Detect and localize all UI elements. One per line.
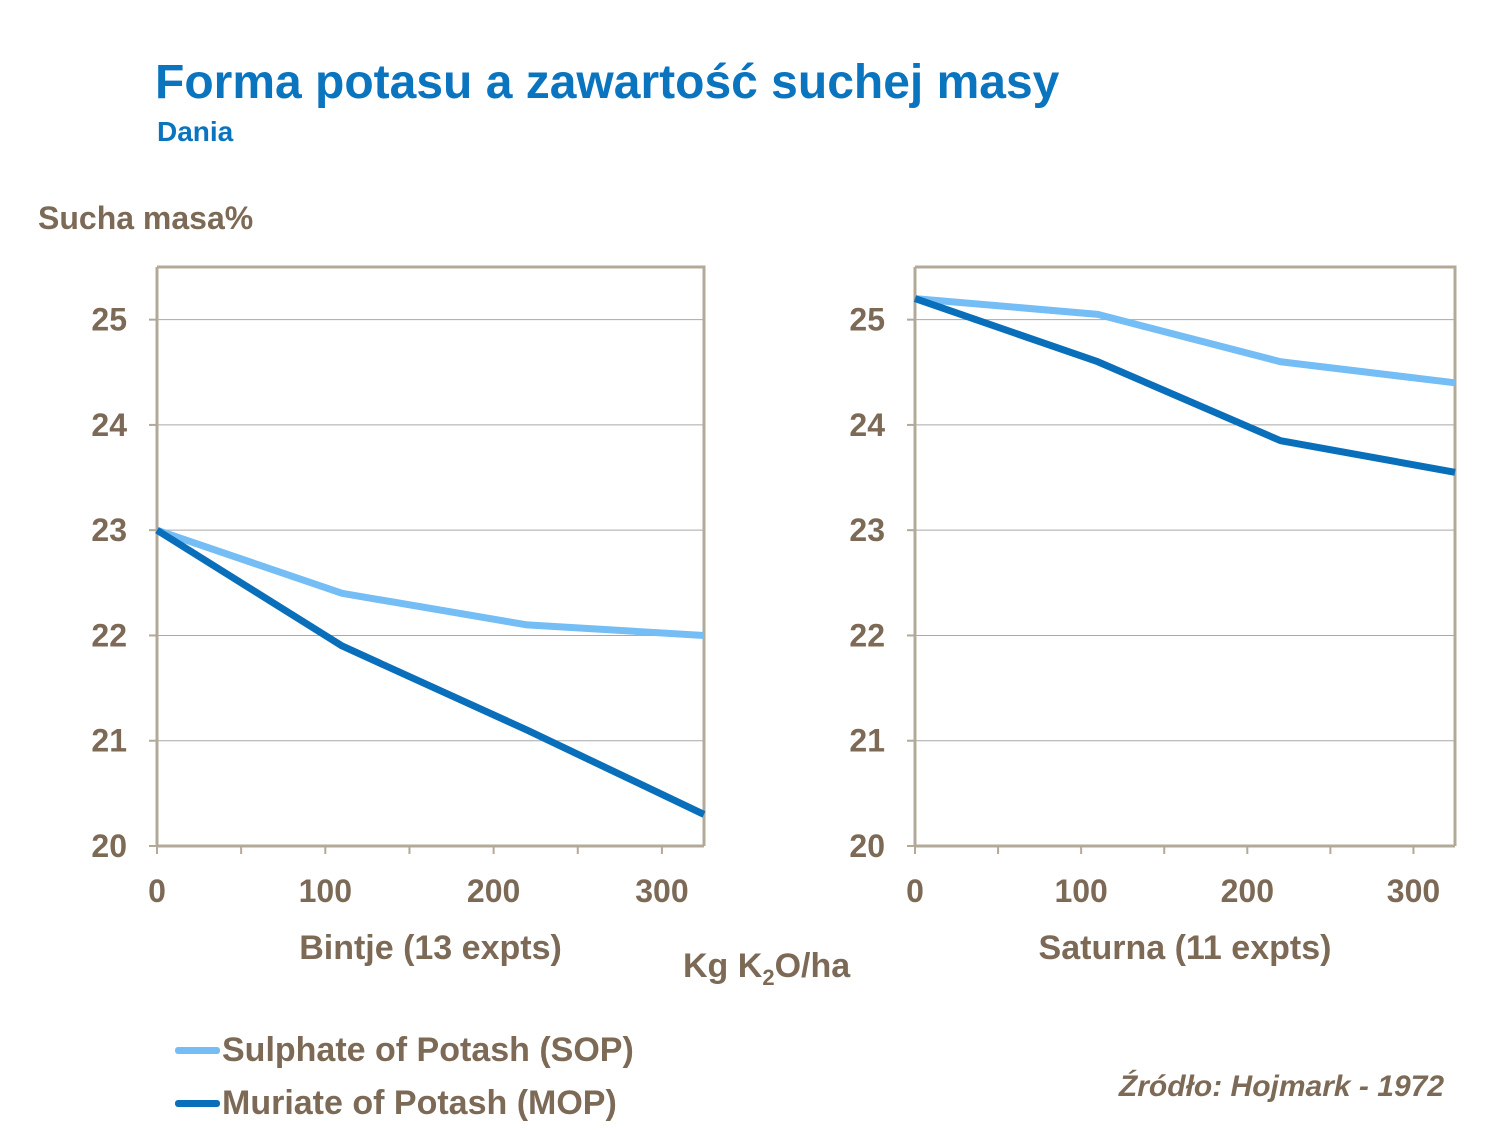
panel-2-x-tick-label: 100	[1054, 873, 1107, 909]
panel-2-y-tick-label: 23	[849, 512, 885, 548]
panel-1-x-tick-label: 200	[467, 873, 520, 909]
panel-1-x-tick-label: 300	[635, 873, 688, 909]
panel-1-x-tick-label: 100	[299, 873, 352, 909]
panel-2-y-tick-label: 20	[849, 828, 885, 864]
legend-item-sop: Sulphate of Potash (SOP)	[175, 1024, 634, 1077]
panel-2-line-sop	[914, 295, 1456, 387]
panel-1-x-tick-label: 0	[148, 873, 166, 909]
panel-1-y-tick-label: 24	[91, 407, 127, 443]
chart-subtitle: Dania	[157, 116, 234, 147]
legend-label-sop: Sulphate of Potash (SOP)	[222, 1031, 634, 1069]
panel-2-x-tick-label: 300	[1387, 873, 1440, 909]
x-axis-unit-prefix: Kg K	[683, 947, 763, 985]
source-note: Źródło: Hojmark - 1972	[1118, 1070, 1444, 1103]
panel-1-y-tick-label: 25	[91, 302, 127, 338]
panel-1-line-sop	[155, 526, 705, 639]
legend-item-mop: Muriate of Potash (MOP)	[175, 1077, 634, 1130]
panel-2-y-tick-label: 25	[849, 302, 885, 338]
panel-2-frame	[915, 265, 1457, 846]
panel-1-line-mop	[155, 527, 706, 818]
panel-2-title: Saturna (11 expts)	[1039, 929, 1332, 967]
x-axis-unit-subscript: 2	[762, 964, 775, 990]
panel-2-x-tick-label: 0	[906, 873, 924, 909]
legend-label-mop: Muriate of Potash (MOP)	[222, 1084, 617, 1122]
x-axis-unit: Kg K2O/ha	[683, 947, 850, 991]
panel-1-y-tick-label: 21	[91, 723, 127, 759]
panel-1-y-tick-label: 22	[91, 617, 127, 653]
panel-1-frame	[157, 265, 706, 846]
x-axis-unit-suffix: O/ha	[774, 947, 851, 985]
panel-2-y-tick-label: 24	[849, 407, 885, 443]
panel-2-x-tick-label: 200	[1221, 873, 1274, 909]
panel-1-y-tick-label: 23	[91, 512, 127, 548]
panel-1-y-tick-label: 20	[91, 828, 127, 864]
panel-2-y-tick-label: 21	[849, 723, 885, 759]
y-axis-label: Sucha masa%	[38, 200, 254, 236]
legend-swatch-sop	[175, 1047, 220, 1054]
legend: Sulphate of Potash (SOP) Muriate of Pota…	[175, 1024, 634, 1130]
legend-swatch-mop	[175, 1100, 220, 1107]
panel-1-title: Bintje (13 expts)	[299, 929, 562, 967]
chart-title: Forma potasu a zawartość suchej masy	[155, 56, 1060, 109]
panel-2-line-mop	[913, 295, 1456, 476]
panel-2-y-tick-label: 22	[849, 617, 885, 653]
